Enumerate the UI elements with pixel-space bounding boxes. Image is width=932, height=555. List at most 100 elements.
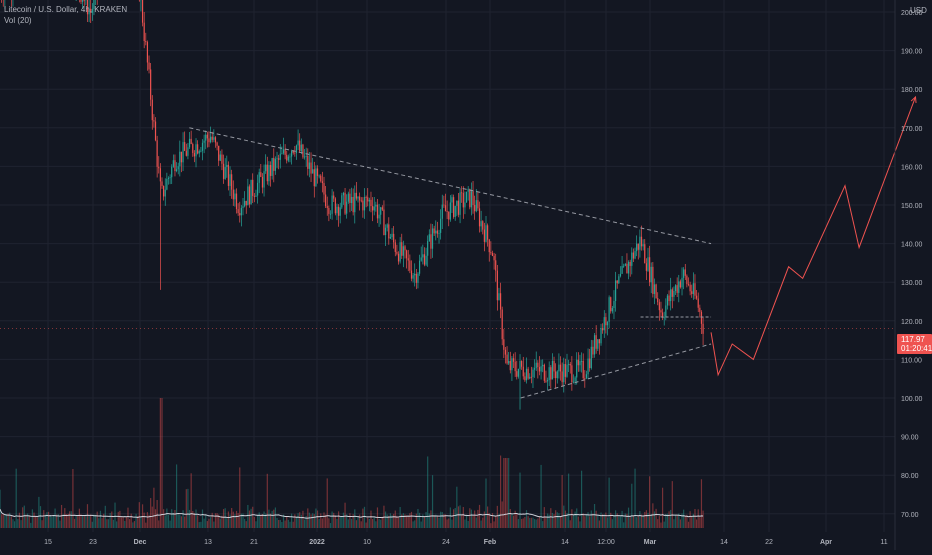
candle-body bbox=[466, 192, 467, 203]
volume-bar bbox=[335, 515, 336, 528]
volume-bar bbox=[165, 516, 166, 528]
volume-bar bbox=[215, 513, 216, 528]
volume-bar bbox=[30, 523, 31, 528]
volume-bar bbox=[575, 512, 576, 528]
price-tick-label: 130.00 bbox=[901, 280, 923, 287]
candle-body bbox=[630, 262, 631, 266]
volume-bar bbox=[210, 517, 211, 528]
candle-body bbox=[404, 246, 405, 250]
candle-body bbox=[281, 153, 282, 154]
volume-bar bbox=[113, 520, 114, 528]
volume-bar bbox=[458, 506, 459, 528]
volume-bar bbox=[114, 503, 115, 528]
volume-bar bbox=[213, 522, 214, 528]
candle-body bbox=[225, 167, 226, 179]
candle-body bbox=[246, 201, 247, 205]
candle-body bbox=[451, 197, 452, 202]
volume-bar bbox=[327, 478, 328, 528]
volume-bar bbox=[174, 510, 175, 528]
candle-body bbox=[200, 151, 201, 152]
candle-body bbox=[576, 360, 577, 378]
volume-bar bbox=[239, 467, 240, 528]
candle-body bbox=[659, 302, 660, 310]
volume-bar bbox=[455, 508, 456, 528]
volume-bar bbox=[406, 515, 407, 528]
volume-bar bbox=[147, 512, 148, 528]
volume-bar bbox=[518, 519, 519, 528]
volume-bar bbox=[519, 473, 520, 528]
last-price-value: 117.97 bbox=[901, 335, 925, 344]
volume-bar bbox=[615, 510, 616, 528]
volume-bar bbox=[623, 522, 624, 528]
volume-bar bbox=[309, 513, 310, 528]
volume-bar bbox=[685, 516, 686, 528]
candle-body bbox=[654, 284, 655, 294]
candle-body bbox=[597, 339, 598, 349]
time-tick-label: 11 bbox=[880, 539, 887, 546]
candle-body bbox=[647, 257, 648, 271]
candle-body bbox=[268, 165, 269, 181]
candle-body bbox=[455, 206, 456, 217]
volume-bar bbox=[20, 520, 21, 528]
volume-bar bbox=[226, 518, 227, 528]
symbol-title[interactable]: Litecoin / U.S. Dollar, 4h, KRAKEN bbox=[4, 4, 127, 15]
candle-body bbox=[280, 154, 281, 160]
volume-bar bbox=[33, 513, 34, 528]
candle-body bbox=[474, 205, 475, 211]
volume-bar bbox=[463, 507, 464, 528]
candle-body bbox=[341, 195, 342, 207]
volume-bar bbox=[208, 519, 209, 528]
volume-bar bbox=[618, 516, 619, 528]
candle-body bbox=[320, 176, 321, 182]
volume-bar bbox=[668, 511, 669, 528]
volume-bar bbox=[84, 515, 85, 528]
volume-bar bbox=[466, 516, 467, 528]
time-tick-label: 14 bbox=[720, 539, 728, 546]
candle-body bbox=[553, 361, 554, 371]
candle-body bbox=[176, 169, 177, 171]
volume-bar bbox=[76, 516, 77, 528]
volume-bar bbox=[416, 514, 417, 528]
candle-body bbox=[150, 69, 151, 99]
volume-bar bbox=[506, 458, 507, 528]
candle-body bbox=[289, 157, 290, 158]
volume-bar bbox=[411, 512, 412, 528]
volume-bar bbox=[281, 522, 282, 528]
candle-body bbox=[677, 285, 678, 293]
candle-body bbox=[498, 293, 499, 300]
candle-body bbox=[297, 141, 298, 146]
candle-body bbox=[570, 364, 571, 365]
candle-body bbox=[306, 156, 307, 157]
candle-body bbox=[307, 156, 308, 169]
candle-body bbox=[173, 160, 174, 167]
volume-bar bbox=[244, 519, 245, 528]
candle-body bbox=[702, 324, 703, 334]
candle-body bbox=[160, 168, 161, 181]
volume-bar bbox=[260, 515, 261, 528]
volume-bar bbox=[176, 464, 177, 528]
candle-body bbox=[699, 308, 700, 312]
candle-body bbox=[638, 244, 639, 250]
candle-body bbox=[168, 178, 169, 179]
candle-body bbox=[531, 377, 532, 378]
candle-body bbox=[378, 215, 379, 219]
volume-bar bbox=[503, 458, 504, 528]
time-tick-label: 13 bbox=[204, 539, 212, 546]
volume-bar bbox=[494, 521, 495, 528]
candle-body bbox=[391, 234, 392, 237]
volume-bar bbox=[367, 518, 368, 528]
candle-body bbox=[667, 296, 668, 306]
candle-body bbox=[422, 254, 423, 257]
volume-bar bbox=[369, 519, 370, 528]
volume-bar bbox=[375, 521, 376, 528]
volume-bar bbox=[69, 511, 70, 528]
volume-bar bbox=[263, 511, 264, 528]
volume-bar bbox=[419, 513, 420, 528]
candle-body bbox=[374, 207, 375, 211]
volume-bar bbox=[131, 514, 132, 528]
volume-indicator-label[interactable]: Vol (20) bbox=[4, 15, 127, 26]
volume-bar bbox=[456, 487, 457, 528]
candle-body bbox=[639, 237, 640, 250]
